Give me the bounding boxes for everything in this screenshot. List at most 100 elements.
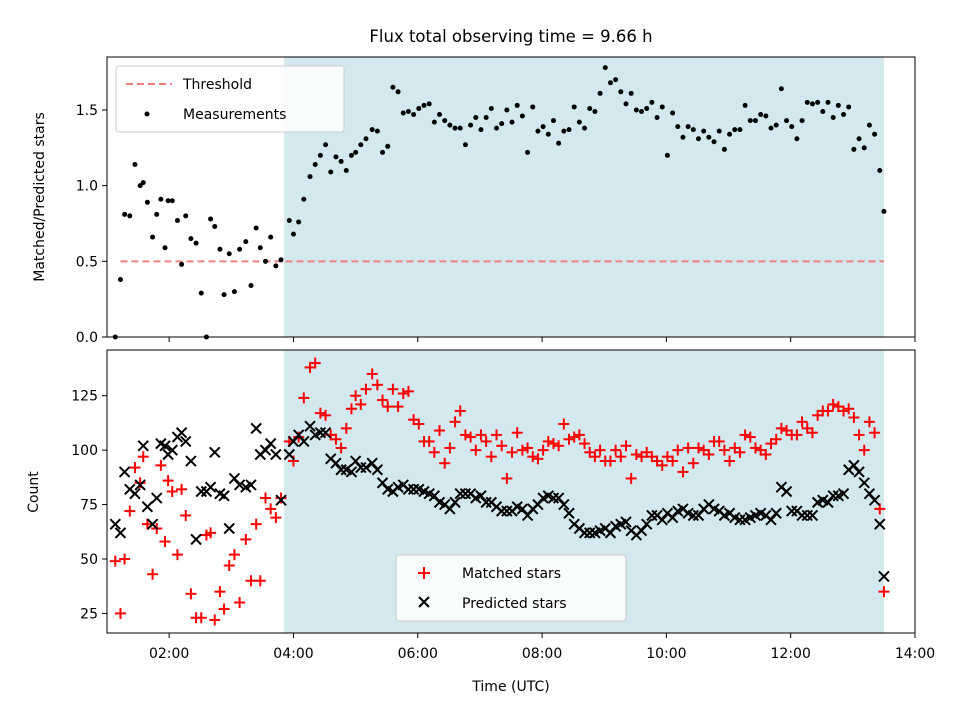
matched-star-point bbox=[434, 425, 446, 437]
matched-star-point bbox=[124, 505, 136, 517]
matched-star-point bbox=[656, 459, 668, 471]
matched-star-point bbox=[335, 442, 347, 454]
matched-star-point bbox=[470, 444, 482, 456]
measurement-point bbox=[525, 149, 531, 155]
matched-star-point bbox=[620, 440, 632, 452]
matched-star-point bbox=[511, 427, 523, 439]
matched-star-point bbox=[589, 451, 601, 463]
legend-predicted-label: Predicted stars bbox=[462, 596, 567, 612]
measurement-point bbox=[243, 239, 249, 245]
matched-star-point bbox=[827, 398, 839, 410]
measurement-point bbox=[493, 125, 499, 131]
measurement-point bbox=[804, 99, 810, 105]
matched-star-point bbox=[392, 401, 404, 413]
matched-star-point bbox=[843, 403, 855, 415]
predicted-star-point bbox=[371, 464, 384, 476]
measurement-point bbox=[400, 110, 406, 116]
y-tick-label: 125 bbox=[71, 389, 98, 405]
matched-star-point bbox=[218, 603, 230, 615]
measurement-point bbox=[278, 257, 284, 263]
matched-star-point bbox=[137, 451, 149, 463]
predicted-stars-series bbox=[109, 420, 890, 583]
predicted-star-point bbox=[495, 505, 508, 517]
matched-star-point bbox=[610, 444, 622, 456]
measurement-point bbox=[747, 118, 753, 124]
matched-star-point bbox=[506, 446, 518, 458]
predicted-star-point bbox=[298, 435, 310, 448]
predicted-star-point bbox=[175, 427, 188, 439]
matched-star-point bbox=[615, 451, 627, 463]
measurement-point bbox=[545, 131, 551, 137]
top-y-axis-label: Matched/Predicted stars bbox=[32, 112, 48, 282]
measurement-point bbox=[478, 127, 484, 133]
matched-star-point bbox=[134, 477, 146, 489]
matched-star-point bbox=[770, 433, 782, 445]
measurement-point bbox=[468, 122, 474, 128]
measurement-point bbox=[716, 128, 722, 134]
y-tick-label: 100 bbox=[71, 443, 98, 459]
measurement-point bbox=[457, 125, 463, 131]
matched-star-point bbox=[791, 429, 803, 441]
matched-star-point bbox=[537, 444, 549, 456]
measurement-point bbox=[262, 258, 268, 264]
measurement-point bbox=[169, 198, 175, 204]
matched-star-point bbox=[449, 416, 461, 428]
measurement-point bbox=[411, 112, 417, 118]
matched-star-point bbox=[159, 536, 171, 548]
matched-star-point bbox=[874, 503, 886, 515]
matched-star-point bbox=[869, 427, 881, 439]
predicted-star-point bbox=[837, 487, 850, 500]
measurement-point bbox=[221, 292, 227, 298]
predicted-star-point bbox=[868, 494, 881, 506]
measurement-point bbox=[504, 107, 510, 113]
measurement-point bbox=[851, 146, 857, 152]
predicted-star-point bbox=[204, 481, 217, 493]
predicted-star-point bbox=[734, 514, 746, 526]
predicted-star-point bbox=[806, 509, 819, 522]
measurement-point bbox=[231, 289, 237, 295]
measurement-point bbox=[150, 234, 156, 240]
measurement-point bbox=[861, 145, 867, 151]
measurement-point bbox=[217, 246, 223, 252]
matched-star-point bbox=[180, 509, 192, 521]
predicted-star-point bbox=[827, 490, 839, 502]
matched-star-point bbox=[366, 368, 378, 380]
predicted-star-point bbox=[360, 461, 372, 474]
measurement-point bbox=[649, 99, 655, 105]
chart-title: Flux total observing time = 9.66 h bbox=[369, 27, 652, 46]
measurement-point bbox=[830, 115, 836, 121]
measurement-point bbox=[856, 136, 862, 142]
measurement-point bbox=[405, 108, 411, 114]
matched-star-point bbox=[734, 446, 746, 458]
predicted-star-point bbox=[264, 437, 277, 450]
matched-star-point bbox=[594, 444, 606, 456]
predicted-star-point bbox=[801, 509, 813, 522]
predicted-star-point bbox=[250, 422, 262, 435]
predicted-star-point bbox=[137, 440, 149, 452]
matched-star-point bbox=[166, 486, 178, 497]
measurement-point bbox=[618, 89, 624, 95]
x-tick-label: 02:00 bbox=[149, 646, 189, 662]
matched-star-point bbox=[749, 442, 761, 454]
bottom-y-axis-label: Count bbox=[26, 471, 42, 513]
matched-star-point bbox=[501, 472, 513, 484]
measurement-point bbox=[628, 90, 634, 96]
x-tick-label: 04:00 bbox=[273, 646, 313, 662]
predicted-star-point bbox=[129, 487, 141, 500]
matched-star-point bbox=[428, 446, 440, 458]
legend-measurements-label: Measurements bbox=[183, 107, 286, 123]
matched-star-point bbox=[141, 518, 153, 530]
matched-star-point bbox=[185, 588, 197, 600]
measurement-point bbox=[165, 198, 171, 204]
predicted-star-point bbox=[687, 509, 700, 522]
y-tick-label: 0.5 bbox=[76, 254, 98, 270]
predicted-star-point bbox=[185, 455, 197, 467]
top-shaded-span bbox=[284, 57, 884, 337]
predicted-star-point bbox=[449, 496, 461, 509]
matched-star-point bbox=[496, 440, 508, 452]
matched-star-point bbox=[579, 438, 591, 450]
measurement-point bbox=[835, 102, 841, 108]
matched-star-point bbox=[298, 392, 310, 404]
matched-star-point bbox=[806, 427, 818, 439]
y-tick-label: 0.0 bbox=[76, 330, 98, 346]
